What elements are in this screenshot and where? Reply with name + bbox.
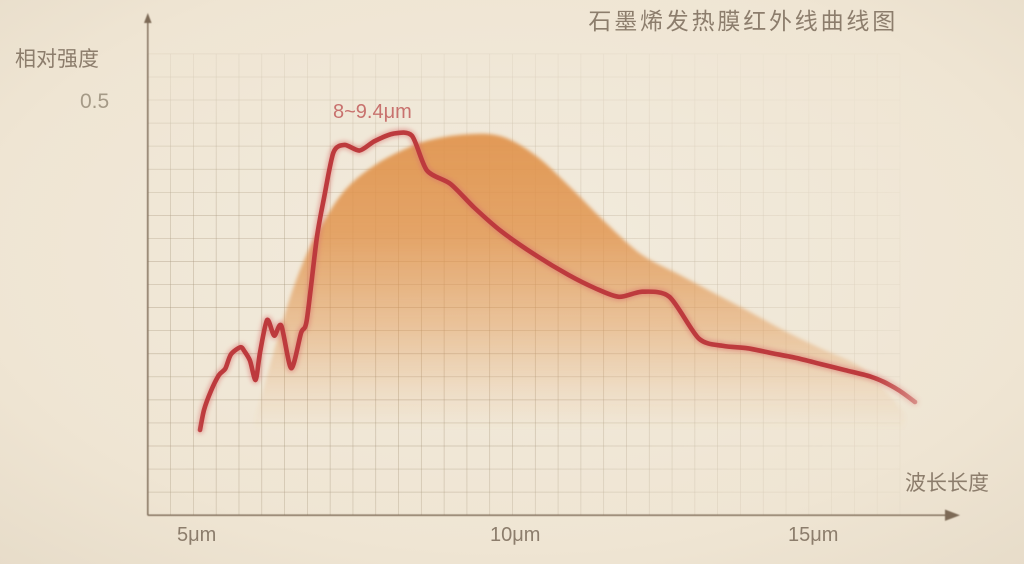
svg-text:5μm: 5μm <box>177 524 216 546</box>
svg-text:波长长度: 波长长度 <box>905 472 989 495</box>
svg-text:0.5: 0.5 <box>80 90 109 113</box>
svg-text:15μm: 15μm <box>788 524 838 546</box>
svg-text:相对强度: 相对强度 <box>15 48 99 71</box>
svg-text:8~9.4μm: 8~9.4μm <box>333 101 412 123</box>
svg-text:10μm: 10μm <box>490 524 540 546</box>
svg-text:石墨烯发热膜红外线曲线图: 石墨烯发热膜红外线曲线图 <box>588 8 898 34</box>
